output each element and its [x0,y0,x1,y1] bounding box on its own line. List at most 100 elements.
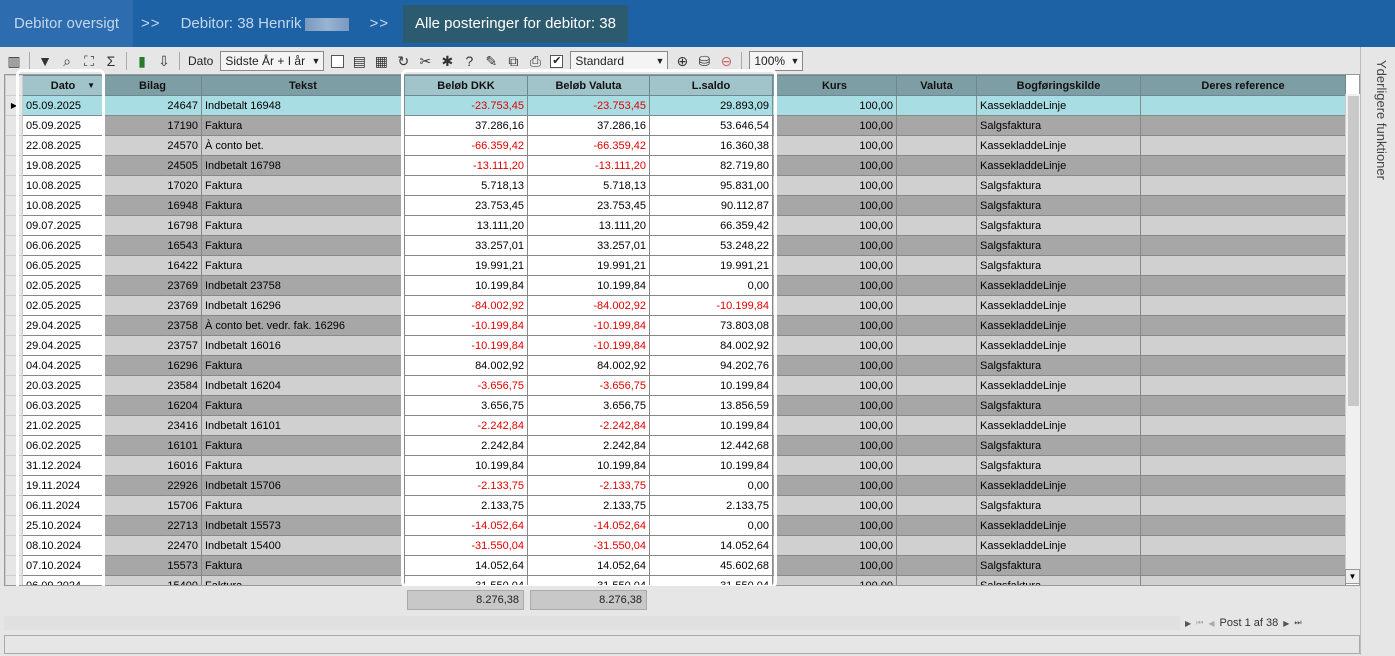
cell-tekst[interactable]: Faktura [201,395,405,416]
cell-dato[interactable]: 06.02.2025 [22,435,104,456]
cell-tekst[interactable]: Indbetalt 16948 [201,95,405,116]
cell-valuta[interactable] [896,375,977,396]
cell-kurs[interactable]: 100,00 [772,555,897,576]
cell-bogforingskilde[interactable]: KassekladdeLinje [976,515,1141,536]
cell-bilag[interactable]: 15706 [103,495,202,516]
cell-bogforingskilde[interactable]: Salgsfaktura [976,255,1141,276]
cell-belob-dkk[interactable]: -66.359,42 [404,135,528,156]
first-page-icon[interactable]: ⏮ [1196,618,1204,627]
cell-belob-dkk[interactable]: 14.052,64 [404,555,528,576]
layout-select[interactable]: Standard ▼ [570,51,669,71]
table-row[interactable]: 06.06.2025 16543 Faktura 33.257,01 33.257,01… [5,235,1346,256]
cell-belob-valuta[interactable]: 14.052,64 [527,555,650,576]
cell-valuta[interactable] [896,415,977,436]
column-header-belob-valuta[interactable]: Beløb Valuta [527,75,650,96]
cell-belob-valuta[interactable]: 19.991,21 [527,255,650,276]
cell-belob-dkk[interactable]: 10.199,84 [404,455,528,476]
cell-tekst[interactable]: Faktura [201,355,405,376]
cell-bogforingskilde[interactable]: KassekladdeLinje [976,155,1141,176]
cell-bilag[interactable]: 23758 [103,315,202,336]
cell-belob-dkk[interactable]: 37.286,16 [404,115,528,136]
cell-tekst[interactable]: Faktura [201,115,405,136]
cell-dato[interactable]: 05.09.2025 [22,95,104,116]
table-row[interactable]: 31.12.2024 16016 Faktura 10.199,84 10.199,84… [5,455,1346,476]
cell-deres-reference[interactable] [1140,475,1346,496]
database-icon[interactable]: ⛁ [698,52,711,69]
cell-kurs[interactable]: 100,00 [772,435,897,456]
cell-lsaldo[interactable]: 84.002,92 [649,335,773,356]
cell-tekst[interactable]: Indbetalt 16016 [201,335,405,356]
cell-deres-reference[interactable] [1140,435,1346,456]
cell-deres-reference[interactable] [1140,195,1346,216]
cell-valuta[interactable] [896,555,977,576]
next-page-icon[interactable]: ▶ [1283,618,1290,628]
cell-belob-valuta[interactable]: 10.199,84 [527,275,650,296]
column-header-belob-dkk[interactable]: Beløb DKK [404,75,528,96]
cell-bogforingskilde[interactable]: KassekladdeLinje [976,95,1141,116]
export-icon[interactable]: ⇩ [158,52,170,69]
cell-dato[interactable]: 29.04.2025 [22,315,104,336]
cell-belob-valuta[interactable]: -31.550,04 [527,535,650,556]
cell-bogforingskilde[interactable]: Salgsfaktura [976,235,1141,256]
cell-tekst[interactable]: Faktura [201,215,405,236]
cell-kurs[interactable]: 100,00 [772,215,897,236]
cell-kurs[interactable]: 100,00 [772,95,897,116]
cell-kurs[interactable]: 100,00 [772,235,897,256]
cell-lsaldo[interactable]: 90.112,87 [649,195,773,216]
cell-bilag[interactable]: 23584 [103,375,202,396]
tools-icon[interactable]: ✂ [419,52,432,69]
cell-dato[interactable]: 10.08.2025 [22,195,104,216]
cell-bilag[interactable]: 16016 [103,455,202,476]
cell-valuta[interactable] [896,255,977,276]
cell-bogforingskilde[interactable]: Salgsfaktura [976,455,1141,476]
side-panel-label[interactable]: Yderligere funktioner [1374,60,1389,180]
cell-bogforingskilde[interactable]: Salgsfaktura [976,495,1141,516]
cell-bogforingskilde[interactable]: Salgsfaktura [976,215,1141,236]
cell-belob-valuta[interactable]: -3.656,75 [527,375,650,396]
cell-deres-reference[interactable] [1140,295,1346,316]
cell-deres-reference[interactable] [1140,175,1346,196]
cell-valuta[interactable] [896,395,977,416]
cell-belob-valuta[interactable]: 33.257,01 [527,235,650,256]
cell-dato[interactable]: 06.03.2025 [22,395,104,416]
cell-belob-valuta[interactable]: -10.199,84 [527,315,650,336]
cell-kurs[interactable]: 100,00 [772,415,897,436]
cell-belob-valuta[interactable]: -23.753,45 [527,95,650,116]
cell-belob-dkk[interactable]: -84.002,92 [404,295,528,316]
cell-belob-dkk[interactable]: -10.199,84 [404,315,528,336]
cell-belob-valuta[interactable]: -66.359,42 [527,135,650,156]
cell-valuta[interactable] [896,295,977,316]
cell-belob-dkk[interactable]: -13.111,20 [404,155,528,176]
cell-lsaldo[interactable]: 19.991,21 [649,255,773,276]
refresh-icon[interactable]: ↻ [397,52,410,69]
cell-kurs[interactable]: 100,00 [772,375,897,396]
cell-belob-dkk[interactable]: -31.550,04 [404,535,528,556]
table-row[interactable]: 02.05.2025 23769 Indbetalt 16296 -84.002,92… [5,295,1346,316]
column-header-deres-reference[interactable]: Deres reference [1140,75,1346,96]
cell-tekst[interactable]: Indbetalt 15400 [201,535,405,556]
cell-belob-valuta[interactable]: -2.242,84 [527,415,650,436]
cell-belob-valuta[interactable]: 37.286,16 [527,115,650,136]
cell-kurs[interactable]: 100,00 [772,175,897,196]
cell-deres-reference[interactable] [1140,95,1346,116]
cell-kurs[interactable]: 100,00 [772,195,897,216]
table-icon[interactable]: ▦ [374,52,388,69]
cell-belob-dkk[interactable]: -14.052,64 [404,515,528,536]
cell-belob-valuta[interactable]: 3.656,75 [527,395,650,416]
table-row[interactable]: 19.08.2025 24505 Indbetalt 16798 -13.111,20… [5,155,1346,176]
cell-dato[interactable]: 06.09.2024 [22,575,104,585]
zoom-select[interactable]: 100% ▼ [749,51,804,71]
cell-bogforingskilde[interactable]: Salgsfaktura [976,175,1141,196]
cell-kurs[interactable]: 100,00 [772,335,897,356]
cell-lsaldo[interactable]: 13.856,59 [649,395,773,416]
cell-deres-reference[interactable] [1140,515,1346,536]
cell-bilag[interactable]: 17190 [103,115,202,136]
list-icon[interactable]: ▤ [352,52,366,69]
cell-belob-dkk[interactable]: 5.718,13 [404,175,528,196]
cell-bilag[interactable]: 15573 [103,555,202,576]
cell-lsaldo[interactable]: 10.199,84 [649,455,773,476]
cell-deres-reference[interactable] [1140,355,1346,376]
cell-bogforingskilde[interactable]: Salgsfaktura [976,575,1141,585]
cell-deres-reference[interactable] [1140,335,1346,356]
scroll-down-icon[interactable]: ▼ [1345,569,1360,584]
